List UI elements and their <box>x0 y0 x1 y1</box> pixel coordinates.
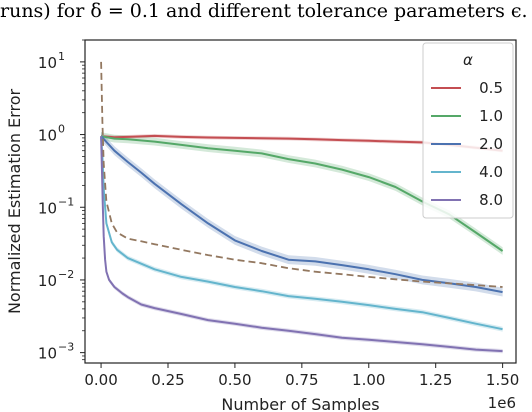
x-axis-offset-label: 1e6 <box>488 394 516 412</box>
y-tick-exponent: 0 <box>58 123 65 136</box>
y-tick-label: 10 <box>38 127 57 145</box>
band-0.5 <box>101 134 503 153</box>
legend-label-1.0: 1.0 <box>479 107 503 125</box>
x-tick-label: 0.75 <box>285 371 318 389</box>
y-tick-exponent: −2 <box>58 268 74 281</box>
plot-frame <box>84 39 517 364</box>
band-2.0 <box>101 131 503 297</box>
axes: 0.00 0.25 0.50 0.75 1.00 1.25 1.5010−310−210−1… <box>38 39 519 389</box>
series-line-2.0 <box>100 135 503 294</box>
y-tick-label: 10 <box>38 345 57 363</box>
confidence-bands <box>101 131 503 354</box>
series-line-4.0 <box>100 136 503 331</box>
y-axis-label: Normalized Estimation Error <box>5 89 24 315</box>
legend-label-4.0: 4.0 <box>479 163 503 181</box>
legend: α 0.5 1.0 2.0 4.0 8.0 <box>422 42 514 219</box>
legend-label-0.5: 0.5 <box>479 79 503 97</box>
y-tick-label: 10 <box>38 199 57 217</box>
y-tick-exponent: 1 <box>58 50 65 63</box>
figure-caption: runs) for δ = 0.1 and different toleranc… <box>0 0 528 22</box>
y-tick-label: 10 <box>38 272 57 290</box>
legend-label-2.0: 2.0 <box>479 135 503 153</box>
legend-box <box>422 42 514 219</box>
x-tick-label: 0.25 <box>151 371 184 389</box>
x-tick-label: 1.00 <box>352 371 385 389</box>
x-tick-label: 1.25 <box>419 371 452 389</box>
y-tick-label: 10 <box>38 54 57 72</box>
series-line-8.0 <box>100 136 503 353</box>
x-tick-label: 0.50 <box>218 371 251 389</box>
x-tick-label: 0.00 <box>84 371 117 389</box>
legend-title: α <box>463 51 473 69</box>
band-4.0 <box>101 133 503 332</box>
series-line-dashed <box>100 61 503 288</box>
y-tick-exponent: −3 <box>58 341 74 354</box>
x-axis-label: Number of Samples <box>221 395 379 412</box>
legend-label-8.0: 8.0 <box>479 191 503 209</box>
x-tick-label: 1.50 <box>486 371 519 389</box>
y-tick-exponent: −1 <box>58 195 74 208</box>
